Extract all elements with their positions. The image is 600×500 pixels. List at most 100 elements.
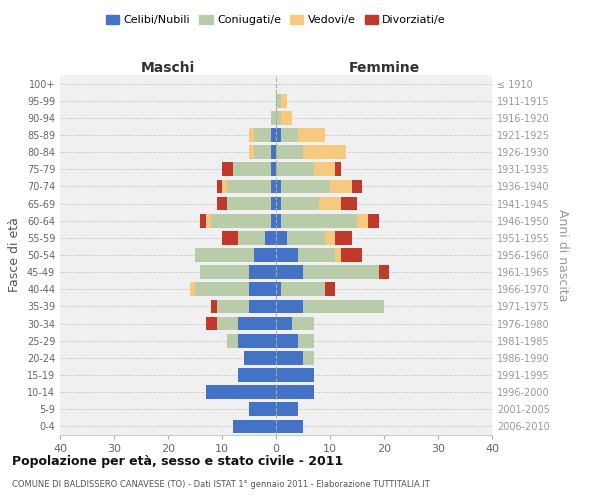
Bar xyxy=(254,146,271,159)
Bar xyxy=(233,420,276,434)
Bar xyxy=(287,231,325,244)
Bar xyxy=(281,282,325,296)
Bar xyxy=(352,180,362,194)
Bar xyxy=(238,334,276,347)
Bar xyxy=(276,300,303,314)
Bar xyxy=(211,300,217,314)
Bar xyxy=(249,300,276,314)
Bar xyxy=(249,266,276,279)
Bar xyxy=(200,214,206,228)
Bar xyxy=(200,266,249,279)
Bar xyxy=(265,231,276,244)
Bar xyxy=(217,316,238,330)
Bar xyxy=(195,282,249,296)
Bar xyxy=(281,196,319,210)
Bar xyxy=(276,402,298,416)
Bar xyxy=(276,196,281,210)
Bar xyxy=(281,180,330,194)
Bar xyxy=(217,180,222,194)
Bar xyxy=(292,316,314,330)
Bar xyxy=(238,368,276,382)
Bar xyxy=(303,351,314,364)
Bar xyxy=(276,386,314,399)
Bar xyxy=(330,180,352,194)
Bar xyxy=(303,266,379,279)
Bar xyxy=(325,282,335,296)
Bar xyxy=(335,248,341,262)
Bar xyxy=(281,111,292,124)
Bar xyxy=(276,248,298,262)
Bar xyxy=(298,128,325,142)
Bar xyxy=(244,351,276,364)
Bar xyxy=(276,334,298,347)
Y-axis label: Anni di nascita: Anni di nascita xyxy=(556,209,569,301)
Bar xyxy=(217,196,227,210)
Bar xyxy=(271,180,276,194)
Bar xyxy=(233,162,271,176)
Bar xyxy=(222,162,233,176)
Bar xyxy=(276,420,303,434)
Bar xyxy=(319,196,341,210)
Bar xyxy=(276,231,287,244)
Bar xyxy=(249,146,254,159)
Bar xyxy=(254,128,271,142)
Bar xyxy=(206,386,276,399)
Bar xyxy=(222,180,227,194)
Bar xyxy=(325,231,335,244)
Bar xyxy=(276,111,281,124)
Bar xyxy=(206,214,211,228)
Bar xyxy=(227,196,271,210)
Bar xyxy=(211,214,271,228)
Bar xyxy=(271,128,276,142)
Bar xyxy=(276,94,281,108)
Text: Femmine: Femmine xyxy=(349,61,419,75)
Text: Maschi: Maschi xyxy=(141,61,195,75)
Bar xyxy=(238,316,276,330)
Bar xyxy=(341,248,362,262)
Text: Popolazione per età, sesso e stato civile - 2011: Popolazione per età, sesso e stato civil… xyxy=(12,455,343,468)
Bar xyxy=(357,214,368,228)
Text: COMUNE DI BALDISSERO CANAVESE (TO) - Dati ISTAT 1° gennaio 2011 - Elaborazione T: COMUNE DI BALDISSERO CANAVESE (TO) - Dat… xyxy=(12,480,430,489)
Bar xyxy=(276,162,314,176)
Bar xyxy=(276,282,281,296)
Bar xyxy=(368,214,379,228)
Bar xyxy=(249,282,276,296)
Bar xyxy=(276,146,303,159)
Bar xyxy=(276,128,281,142)
Bar xyxy=(281,128,298,142)
Bar xyxy=(271,146,276,159)
Bar xyxy=(314,162,335,176)
Bar xyxy=(303,146,346,159)
Bar xyxy=(206,316,217,330)
Bar xyxy=(217,300,249,314)
Bar xyxy=(238,231,265,244)
Bar xyxy=(271,111,276,124)
Bar xyxy=(303,300,384,314)
Bar xyxy=(276,368,314,382)
Bar xyxy=(341,196,357,210)
Legend: Celibi/Nubili, Coniugati/e, Vedovi/e, Divorziati/e: Celibi/Nubili, Coniugati/e, Vedovi/e, Di… xyxy=(101,10,451,30)
Bar xyxy=(227,334,238,347)
Bar xyxy=(298,334,314,347)
Bar xyxy=(335,162,341,176)
Bar xyxy=(227,180,271,194)
Bar xyxy=(271,196,276,210)
Bar xyxy=(195,248,254,262)
Bar xyxy=(335,231,352,244)
Bar xyxy=(276,266,303,279)
Bar xyxy=(190,282,195,296)
Bar xyxy=(298,248,335,262)
Bar xyxy=(254,248,276,262)
Bar xyxy=(249,402,276,416)
Bar xyxy=(249,128,254,142)
Bar xyxy=(379,266,389,279)
Y-axis label: Fasce di età: Fasce di età xyxy=(8,218,21,292)
Bar xyxy=(271,214,276,228)
Bar xyxy=(276,180,281,194)
Bar xyxy=(276,316,292,330)
Bar xyxy=(276,214,281,228)
Bar xyxy=(271,162,276,176)
Bar xyxy=(281,214,357,228)
Bar xyxy=(222,231,238,244)
Bar xyxy=(281,94,287,108)
